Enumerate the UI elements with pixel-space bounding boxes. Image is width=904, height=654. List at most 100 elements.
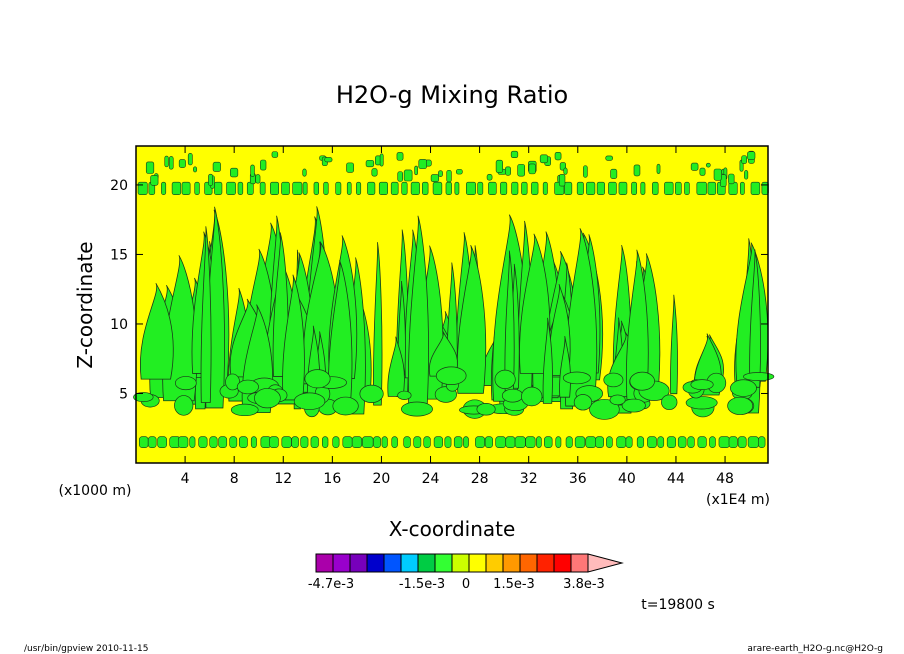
upper-cell: [212, 161, 221, 172]
upper-band-cell: [226, 181, 236, 195]
upper-cell: [495, 159, 503, 173]
moisture-blob: [727, 396, 754, 415]
boundary-layer-cell: [322, 436, 329, 449]
boundary-layer-cell: [495, 436, 506, 449]
moisture-blob: [230, 403, 259, 417]
colorbar: -4.7e-3 -1.5e-3 0 1.5e-3 3.8e-3: [308, 553, 624, 592]
upper-cell: [455, 169, 463, 175]
boundary-layer-cell: [657, 436, 665, 449]
moisture-blob: [621, 398, 646, 413]
moisture-blob: [609, 394, 626, 406]
boundary-layer-cell: [484, 436, 493, 449]
moisture-plume: [519, 233, 551, 374]
upper-cell: [324, 157, 333, 163]
colorbar-label: 1.5e-3: [493, 577, 535, 592]
upper-cell: [741, 155, 747, 164]
boundary-layer-cell: [423, 436, 431, 449]
footer-right: arare-earth_H2O-g.nc@H2O-g: [747, 644, 883, 654]
upper-band-cell: [335, 181, 342, 195]
boundary-layer-cell: [189, 436, 196, 449]
moisture-plume: [200, 226, 212, 403]
upper-band-cell: [445, 181, 452, 195]
upper-cell: [528, 163, 536, 175]
colorbar-cell: [502, 553, 521, 573]
boundary-layer-cell: [403, 436, 411, 449]
y-tick-label: 15: [110, 247, 128, 263]
upper-cell: [728, 173, 735, 185]
moisture-blob: [332, 396, 359, 416]
upper-band-cell: [237, 181, 244, 195]
moisture-blob: [236, 379, 259, 395]
moisture-blob: [521, 386, 543, 407]
boundary-layer-cell: [433, 436, 443, 449]
upper-cell: [418, 159, 427, 169]
upper-cell: [150, 175, 159, 186]
upper-band-cell: [194, 181, 200, 195]
colorbar-cell: [366, 553, 385, 573]
upper-cell: [230, 167, 239, 178]
moisture-blob: [254, 388, 281, 409]
x-axis-label: X-coordinate: [389, 517, 516, 541]
upper-band-cell: [171, 181, 182, 195]
boundary-layer-cell: [544, 436, 553, 449]
boundary-layer-cell: [413, 436, 422, 449]
colorbar-cell: [417, 553, 436, 573]
boundary-layer-cell: [555, 436, 562, 449]
boundary-layer-cell: [381, 436, 388, 449]
x-tick-label: 12: [274, 471, 292, 487]
x-unit-label: (x1E4 m): [706, 492, 770, 508]
upper-cell: [510, 150, 519, 159]
boundary-layer-cell: [157, 436, 167, 449]
x-tick-label: 8: [230, 471, 239, 487]
boundary-layer-cell: [647, 436, 657, 449]
upper-band-cell: [137, 181, 148, 195]
boundary-layer-cell: [373, 436, 381, 449]
upper-band-cell: [739, 181, 745, 195]
boundary-layer-cell: [463, 436, 469, 449]
moisture-blob: [293, 392, 326, 410]
boundary-layer-cell: [139, 436, 149, 449]
upper-band-cell: [401, 181, 408, 195]
moisture-plume: [139, 283, 174, 380]
upper-cell: [346, 162, 354, 173]
boundary-layer-cell: [505, 436, 516, 449]
boundary-layer-cell: [218, 436, 228, 449]
moisture-blob: [401, 401, 433, 417]
upper-cell: [633, 164, 641, 177]
x-tick-label: 4: [181, 471, 190, 487]
upper-cell: [250, 164, 255, 177]
y-unit-label: (x1000 m): [59, 483, 132, 499]
upper-cell: [193, 166, 198, 173]
moisture-blob: [743, 372, 775, 382]
boundary-layer-cell: [606, 436, 613, 449]
upper-band-cell: [531, 181, 539, 195]
moisture-blob: [397, 390, 412, 400]
upper-cell: [255, 174, 261, 184]
upper-band-cell: [422, 181, 429, 195]
colorbar-cell: [570, 553, 589, 573]
boundary-layer-cell: [697, 436, 707, 449]
upper-cell: [164, 155, 169, 168]
boundary-layer-cell: [625, 436, 633, 449]
boundary-layer-cell: [565, 436, 573, 449]
x-axis-ticks: 4 8 12 16 20 24 28 32 36 40 44 48: [181, 146, 734, 487]
colorbar-label: -4.7e-3: [308, 577, 354, 592]
colorbar-label: 3.8e-3: [563, 577, 605, 592]
upper-band-cell: [214, 181, 223, 195]
y-tick-label: 10: [110, 317, 128, 333]
chart-title: H2O-g Mixing Ratio: [336, 81, 568, 109]
upper-cell: [145, 161, 155, 174]
moisture-blob: [661, 394, 678, 411]
moisture-plume: [282, 274, 305, 401]
upper-band-cell: [477, 181, 484, 195]
boundary-layer-cell: [342, 436, 353, 449]
colorbar-label: 0: [462, 577, 470, 592]
upper-cell: [705, 162, 711, 168]
boundary-layer-cell: [291, 436, 299, 449]
colorbar-label: -1.5e-3: [399, 577, 445, 592]
upper-cell: [396, 152, 404, 161]
upper-band-cell: [181, 181, 191, 195]
colorbar-cell: [349, 553, 368, 573]
moisture-blob: [501, 388, 524, 403]
